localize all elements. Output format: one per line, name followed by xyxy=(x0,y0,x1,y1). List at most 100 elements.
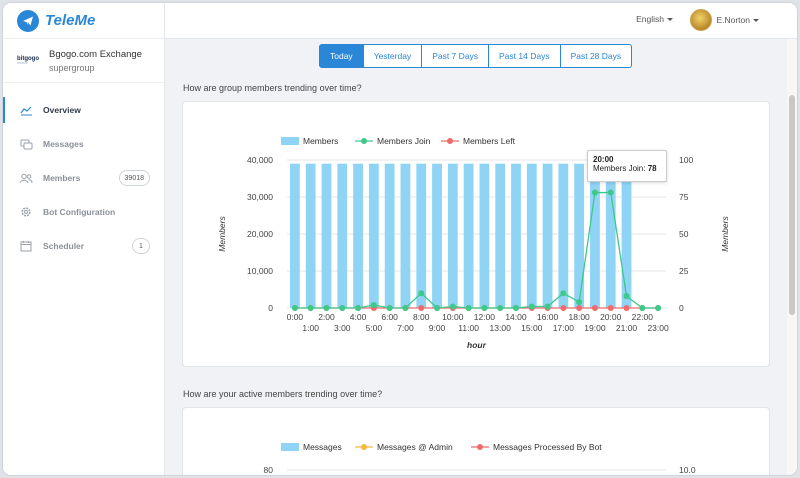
language-selector[interactable]: English xyxy=(636,14,673,24)
sidebar-item-messages[interactable]: Messages xyxy=(3,127,164,161)
scheduler-count-badge: 1 xyxy=(132,238,150,254)
members-join-line xyxy=(294,191,659,309)
tab-past-7-days[interactable]: Past 7 Days xyxy=(422,44,490,68)
members-left-point xyxy=(576,305,583,311)
legend-marker-members-left xyxy=(447,138,453,144)
members-join-point xyxy=(591,189,598,196)
y-tick-label: 80 xyxy=(264,465,274,475)
sidebar-item-overview[interactable]: Overview xyxy=(3,93,164,127)
members-join-point xyxy=(434,305,441,311)
tab-yesterday[interactable]: Yesterday xyxy=(363,44,423,68)
legend-label-messages-bot: Messages Processed By Bot xyxy=(493,442,602,452)
bar-members xyxy=(384,163,395,308)
x-tick-label: 14:00 xyxy=(505,312,527,322)
sidebar-item-scheduler[interactable]: Scheduler 1 xyxy=(3,229,164,263)
members-join-point xyxy=(339,305,346,311)
legend-label-messages-admin: Messages @ Admin xyxy=(377,442,453,452)
sidebar-nav: Overview Messages Members 39018 Bot Con xyxy=(3,93,164,263)
sidebar-item-label: Scheduler xyxy=(43,241,85,251)
y2-tick-label: 25 xyxy=(679,266,689,276)
x-tick-label: 1:00 xyxy=(302,323,319,333)
x-tick-label: 13:00 xyxy=(490,323,512,333)
group-logo: bitgogo ━━━━━━ xyxy=(17,55,39,66)
x-tick-label: 12:00 xyxy=(474,312,496,322)
x-tick-label: 6:00 xyxy=(381,312,398,322)
sidebar-item-bot-configuration[interactable]: Bot Configuration xyxy=(3,195,164,229)
date-range-tabs: Today Yesterday Past 7 Days Past 14 Days… xyxy=(319,44,633,68)
sidebar-item-label: Bot Configuration xyxy=(43,207,116,217)
x-tick-label: 0:00 xyxy=(287,312,304,322)
app-window: TeleMe bitgogo ━━━━━━ Bgogo.com Exchange… xyxy=(3,3,797,475)
app-name: TeleMe xyxy=(45,12,96,29)
scrollbar-thumb[interactable] xyxy=(789,95,795,315)
members-join-point xyxy=(512,305,519,311)
y2-tick-label: 100 xyxy=(679,155,693,165)
bar-members xyxy=(574,163,585,308)
bar-members xyxy=(558,163,569,308)
y-tick-label: 20,000 xyxy=(247,229,273,239)
members-join-point xyxy=(528,303,535,310)
scrollbar[interactable] xyxy=(787,39,797,475)
members-join-point xyxy=(418,290,425,297)
legend-swatch-messages xyxy=(281,443,299,451)
members-left-point xyxy=(607,305,614,311)
sidebar-item-label: Overview xyxy=(43,105,81,115)
sidebar-item-label: Members xyxy=(43,173,81,183)
members-join-point xyxy=(639,305,646,311)
x-tick-label: 15:00 xyxy=(521,323,543,333)
tooltip-time: 20:00 xyxy=(593,155,614,164)
legend-marker-members-join xyxy=(361,138,367,144)
y-tick-label: 0 xyxy=(268,303,273,313)
bar-members xyxy=(305,163,316,308)
top-bar: English E.Norton xyxy=(165,3,797,39)
active-members-chart: Messages Messages @ Admin Messages Process… xyxy=(264,442,696,475)
x-tick-label: 21:00 xyxy=(616,323,638,333)
y-tick-label: 40,000 xyxy=(247,155,273,165)
tab-past-14-days[interactable]: Past 14 Days xyxy=(489,44,561,68)
tab-past-28-days[interactable]: Past 28 Days xyxy=(560,44,633,68)
app-logo[interactable]: TeleMe xyxy=(3,3,164,39)
avatar xyxy=(690,9,713,31)
y2-axis-label: Members xyxy=(720,216,730,252)
members-join-point xyxy=(355,305,362,311)
y-tick-label: 30,000 xyxy=(247,192,273,202)
language-label: English xyxy=(636,14,664,24)
x-tick-label: 7:00 xyxy=(397,323,414,333)
sidebar-item-members[interactable]: Members 39018 xyxy=(3,161,164,195)
x-tick-label: 8:00 xyxy=(413,312,430,322)
x-tick-label: 11:00 xyxy=(458,323,479,333)
legend-label-members-left: Members Left xyxy=(463,136,516,146)
legend-swatch-members xyxy=(281,137,299,145)
y-axis-label: Members xyxy=(217,216,227,252)
active-members-chart-card: Messages Messages @ Admin Messages Process… xyxy=(182,407,770,475)
x-tick-label: 17:00 xyxy=(553,323,575,333)
members-join-point xyxy=(576,299,583,306)
bar-members xyxy=(290,163,300,308)
x-tick-label: 3:00 xyxy=(334,323,351,333)
members-left-point xyxy=(591,305,598,311)
sidebar: TeleMe bitgogo ━━━━━━ Bgogo.com Exchange… xyxy=(3,3,165,475)
members-chart-card: 0 10,000 20,000 30,000 40,000 0 25 50 75 100 0:00 1… xyxy=(182,101,770,367)
members-left-point xyxy=(418,305,425,311)
members-join-point xyxy=(402,305,409,311)
bar-members xyxy=(321,163,332,308)
tab-today[interactable]: Today xyxy=(319,44,364,68)
x-tick-label: 23:00 xyxy=(647,323,669,333)
bar-members xyxy=(416,163,427,308)
x-tick-label: 10:00 xyxy=(442,312,464,322)
y2-tick-label: 0 xyxy=(679,303,684,313)
tooltip-label: Members Join: xyxy=(593,164,646,173)
bar-members xyxy=(479,163,490,308)
legend-label-messages: Messages xyxy=(303,442,342,452)
user-menu[interactable]: E.Norton xyxy=(690,9,759,31)
members-join-point xyxy=(291,305,298,311)
chart-tooltip: 20:00 Members Join: 78 xyxy=(587,150,667,182)
members-join-point xyxy=(623,293,630,300)
group-selector[interactable]: bitgogo ━━━━━━ Bgogo.com Exchange superg… xyxy=(3,39,164,83)
x-tick-label: 5:00 xyxy=(366,323,383,333)
members-join-point xyxy=(655,305,662,311)
bar-members xyxy=(432,163,442,308)
main-content: Today Yesterday Past 7 Days Past 14 Days… xyxy=(165,39,787,475)
chevron-down-icon xyxy=(753,18,759,22)
sidebar-item-label: Messages xyxy=(43,139,84,149)
